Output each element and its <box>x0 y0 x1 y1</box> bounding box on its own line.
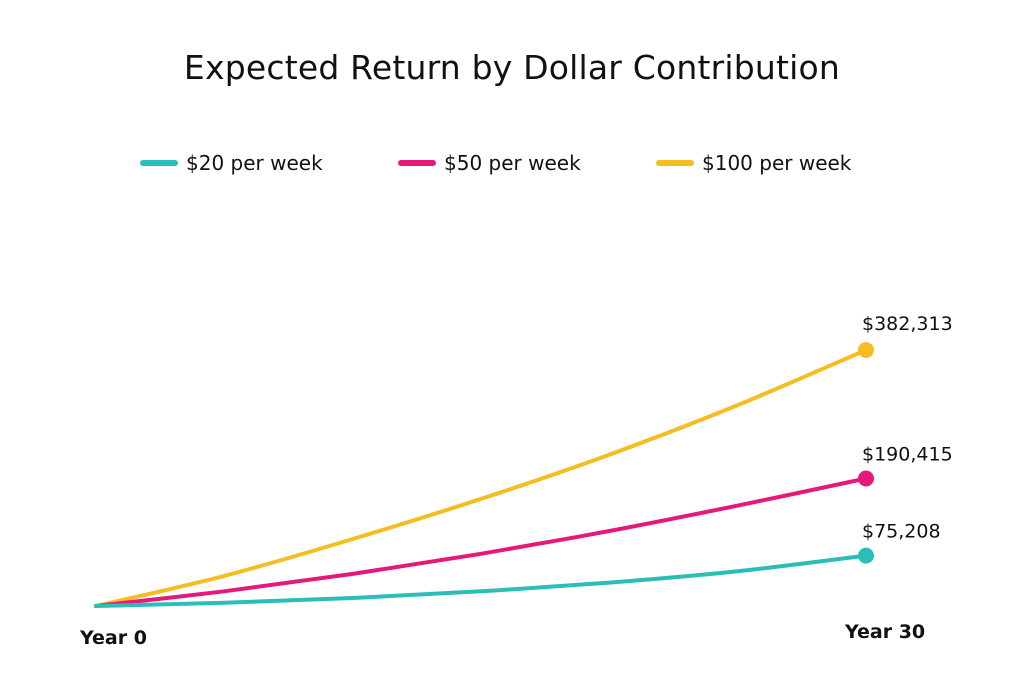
data-label-20-per-week: $75,208 <box>862 521 941 543</box>
legend-swatch-100-per-week <box>656 160 694 166</box>
legend-item-100-per-week: $100 per week <box>656 148 851 178</box>
x-tick-label-year-30: Year 30 <box>844 621 925 643</box>
data-label-50-per-week: $190,415 <box>862 443 953 465</box>
series-layer: $382,313 $190,415 $75,208 <box>94 313 953 608</box>
legend-swatch-50-per-week <box>398 160 436 166</box>
series-line-100-per-week <box>94 348 868 608</box>
chart-title: Expected Return by Dollar Contribution <box>183 48 841 87</box>
x-tick-label-year-0: Year 0 <box>79 627 147 649</box>
legend: $20 per week $50 per week $100 per week <box>0 148 1024 178</box>
legend-label-50-per-week: $50 per week <box>444 151 581 175</box>
legend-item-20-per-week: $20 per week <box>140 148 323 178</box>
end-point-100-per-week <box>858 342 874 358</box>
legend-label-100-per-week: $100 per week <box>702 151 852 175</box>
legend-swatch-20-per-week <box>140 160 178 166</box>
data-label-100-per-week: $382,313 <box>862 313 953 335</box>
legend-label-20-per-week: $20 per week <box>186 151 323 175</box>
series-line-50-per-week <box>94 476 868 608</box>
end-point-50-per-week <box>858 470 874 487</box>
end-point-20-per-week <box>858 547 874 564</box>
series-line-20-per-week <box>94 553 868 608</box>
legend-item-50-per-week: $50 per week <box>398 148 581 178</box>
